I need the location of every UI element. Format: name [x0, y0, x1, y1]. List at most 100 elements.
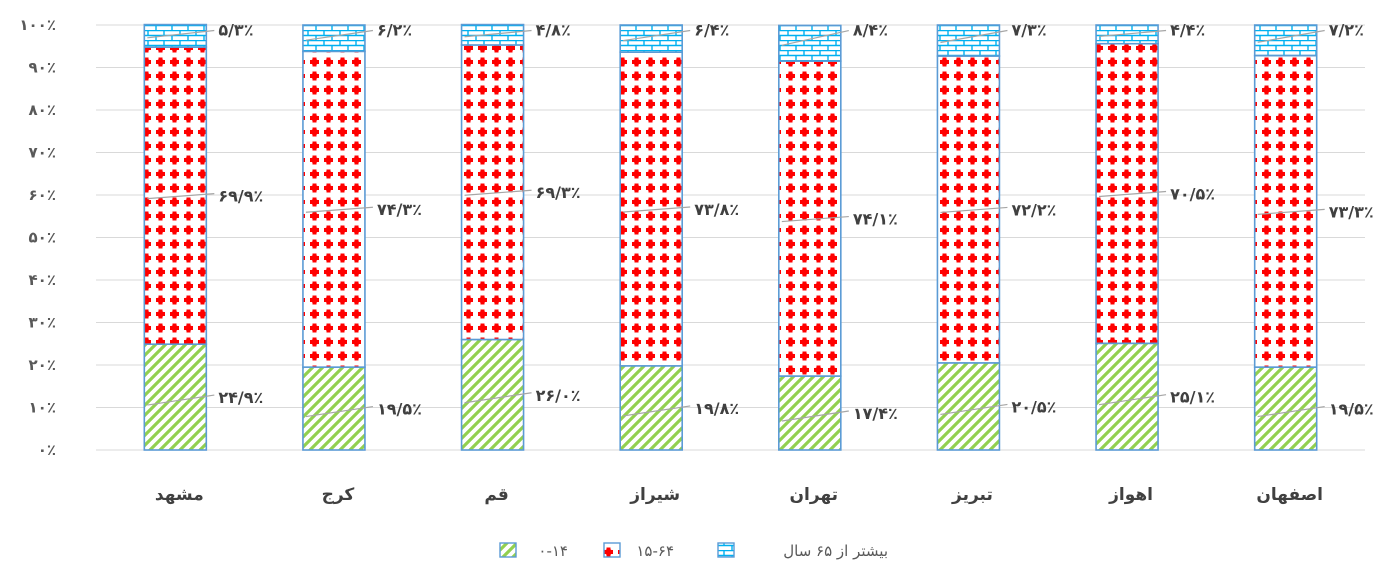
bar-segment [1253, 54, 1318, 368]
legend-swatch [499, 542, 517, 558]
bar-segment [302, 50, 366, 368]
y-tick-label: ۹۰٪ [29, 59, 56, 77]
bar-segment [1253, 24, 1318, 57]
data-label: ۷/۳٪ [1011, 21, 1046, 40]
leader-lines [147, 29, 1325, 422]
category-label: قم [484, 485, 508, 505]
leader-line [305, 206, 373, 213]
leader-line [940, 403, 1008, 416]
y-tick-label: ۲۰٪ [29, 356, 56, 374]
bar-segment [1095, 342, 1159, 451]
data-label: ۱۷/۴٪ [853, 404, 898, 423]
leader-line [940, 206, 1008, 214]
leader-line [1257, 29, 1325, 43]
category-label: مشهد [155, 485, 204, 505]
data-labels: ۲۴/۹٪ ۶۹/۹٪ ۵/۳٪ ۱۹/۵٪ ۷۴/۳٪ ۶/۲٪ ۲۶/۰٪ ۶۹/۳٪ ۴/… [218, 21, 1374, 423]
bar-segment [302, 24, 366, 53]
leader-line [1257, 208, 1325, 215]
leader-line [781, 410, 849, 422]
leader-line [781, 215, 849, 223]
bar-segment [460, 338, 525, 451]
data-label: ۴/۴٪ [1170, 21, 1205, 40]
leader-line [147, 29, 215, 39]
data-label: ۷۳/۳٪ [1329, 202, 1374, 221]
data-label: ۲۴/۹٪ [218, 388, 263, 407]
category-label: تبریز [951, 485, 993, 505]
y-tick-label: ۱۰٪ [29, 399, 56, 417]
data-label: ۵/۳٪ [218, 21, 253, 40]
data-label: ۷۲/۲٪ [1011, 200, 1056, 219]
category-label: اصفهان [1256, 485, 1323, 505]
bar-segment [936, 362, 1001, 451]
y-tick-label: ۷۰٪ [29, 144, 56, 162]
bar-segment [460, 23, 525, 46]
data-label: ۲۶/۰٪ [536, 386, 581, 405]
leader-line [1099, 29, 1167, 37]
y-tick-label: ۱۰۰٪ [19, 16, 56, 34]
leader-line [464, 189, 532, 196]
data-label: ۷۰/۵٪ [1170, 185, 1215, 204]
y-axis: ۰٪ ۱۰٪ ۲۰٪ ۳۰٪ ۴۰٪ ۵۰٪ ۶۰٪ ۷۰٪ ۸۰٪ ۹۰٪ ۱۰۰٪ [19, 16, 56, 459]
bar-segment [778, 60, 842, 377]
bar-segment [460, 44, 525, 341]
category-label: اهواز [1108, 485, 1153, 505]
data-label: ۲۵/۱٪ [1170, 388, 1215, 407]
bar-segment [1095, 42, 1159, 345]
data-label: ۷۴/۱٪ [853, 210, 898, 229]
y-tick-label: ۸۰٪ [29, 101, 56, 119]
bar-segment [143, 46, 208, 345]
y-tick-label: ۳۰٪ [29, 314, 56, 332]
category-label: تهران [790, 485, 839, 505]
data-label: ۷۳/۸٪ [694, 200, 739, 219]
category-label: شیراز [629, 485, 680, 505]
leader-line [464, 29, 532, 38]
leader-line [1099, 190, 1167, 198]
x-axis: مشهد کرج قم شیراز تهران تبریز اهواز اصفهان [155, 485, 1323, 505]
bar-segment [619, 51, 683, 367]
leader-line [781, 29, 849, 46]
leader-line [147, 193, 215, 200]
data-label: ۶۹/۳٪ [536, 183, 581, 202]
bar-segment [302, 366, 366, 451]
leader-line [464, 392, 532, 404]
legend-label: ۰-۱۴ [538, 542, 568, 560]
legend-label: بیشتر از ۶۵ سال [783, 542, 888, 560]
gridlines [96, 24, 1365, 451]
data-label: ۶/۲٪ [377, 21, 412, 40]
data-label: ۶/۴٪ [694, 21, 729, 40]
y-tick-label: ۵۰٪ [29, 229, 56, 247]
data-label: ۲۰/۵٪ [1011, 397, 1056, 416]
leader-line [147, 394, 215, 406]
leader-line [1257, 405, 1325, 418]
leader-line [623, 206, 691, 213]
data-label: ۱۹/۵٪ [377, 400, 422, 419]
leader-line [623, 29, 691, 42]
leader-line [305, 405, 374, 418]
data-label: ۷/۲٪ [1329, 21, 1364, 40]
bar-segment [936, 55, 1001, 364]
bar-segment [143, 343, 208, 451]
y-tick-label: ۰٪ [38, 441, 56, 459]
leader-line [305, 29, 374, 41]
leader-line [1098, 394, 1167, 406]
legend-swatch [717, 542, 735, 558]
legend: بیشتر از ۶۵ سال ۱۵-۶۴ ۰-۱۴ [499, 542, 888, 560]
bar-segment [619, 365, 683, 451]
y-tick-label: ۶۰٪ [29, 186, 56, 204]
data-label: ۶۹/۹٪ [218, 187, 263, 206]
bar-segment [143, 23, 208, 48]
leader-line [623, 405, 691, 417]
bars [143, 23, 1318, 451]
y-tick-label: ۴۰٪ [29, 271, 56, 289]
bar-segment [1253, 366, 1318, 451]
legend-label: ۱۵-۶۴ [636, 542, 674, 560]
data-label: ۴/۸٪ [536, 21, 571, 40]
data-label: ۱۹/۸٪ [694, 399, 739, 418]
legend-swatch [603, 542, 621, 558]
bar-segment [619, 24, 683, 54]
data-label: ۸/۴٪ [853, 21, 888, 40]
data-label: ۱۹/۵٪ [1329, 400, 1374, 419]
data-label: ۷۴/۳٪ [377, 200, 422, 219]
leader-line [940, 29, 1008, 44]
